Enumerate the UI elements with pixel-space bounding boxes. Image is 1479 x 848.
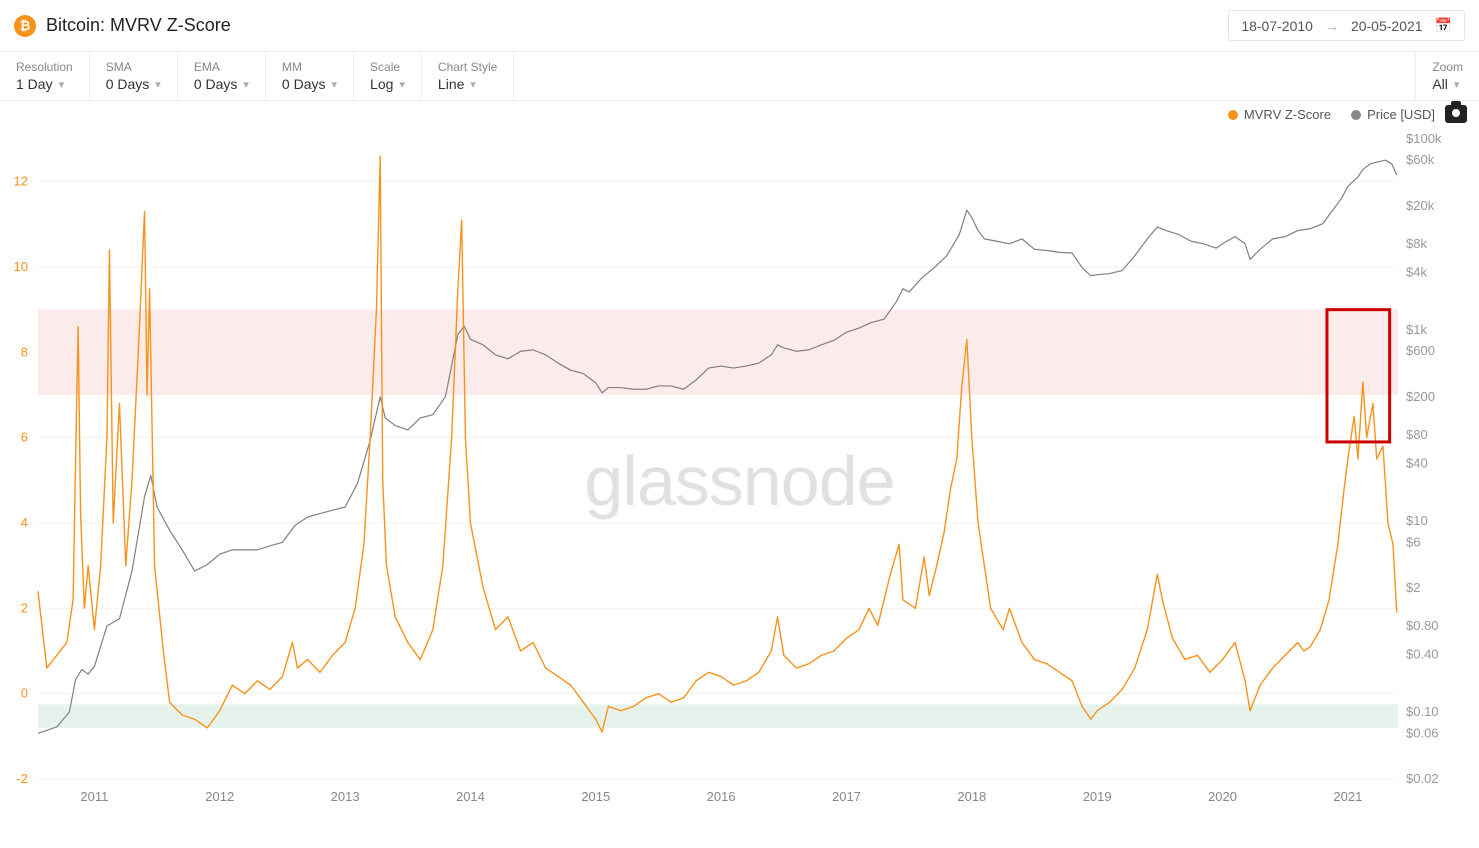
svg-text:$10: $10: [1406, 513, 1428, 528]
svg-text:$600: $600: [1406, 343, 1435, 358]
svg-text:2018: 2018: [957, 789, 986, 804]
svg-text:2016: 2016: [707, 789, 736, 804]
svg-text:$0.40: $0.40: [1406, 647, 1439, 662]
date-from: 18-07-2010: [1241, 18, 1313, 34]
svg-text:$4k: $4k: [1406, 265, 1427, 280]
ema-selector[interactable]: EMA 0 Days ▾: [178, 52, 266, 100]
tool-label: MM: [282, 60, 337, 74]
legend-price[interactable]: Price [USD]: [1351, 107, 1435, 122]
chart-svg[interactable]: -2 0 2 4 6 8 10 12 $100k $60k $20k $8k $4k $1k $600 $20…: [0, 129, 1479, 829]
toolbar-spacer: [514, 52, 1416, 100]
tool-label: SMA: [106, 60, 161, 74]
svg-text:2: 2: [21, 600, 28, 615]
svg-text:2019: 2019: [1083, 789, 1112, 804]
svg-text:$100k: $100k: [1406, 131, 1442, 146]
svg-text:$1k: $1k: [1406, 322, 1427, 337]
sma-selector[interactable]: SMA 0 Days ▾: [90, 52, 178, 100]
toolbar: Resolution 1 Day ▾ SMA 0 Days ▾ EMA 0 Days…: [0, 51, 1479, 101]
svg-text:0: 0: [21, 686, 28, 701]
svg-text:8: 8: [21, 344, 28, 359]
svg-text:2021: 2021: [1333, 789, 1362, 804]
legend-label: Price [USD]: [1367, 107, 1435, 122]
tool-label: Resolution: [16, 60, 73, 74]
bitcoin-icon: ₿: [14, 15, 36, 37]
tool-value: Log: [370, 76, 393, 92]
chevron-down-icon: ▾: [1454, 78, 1460, 91]
svg-text:2011: 2011: [80, 789, 108, 804]
svg-text:2013: 2013: [331, 789, 360, 804]
legend-dot-icon: [1351, 110, 1361, 120]
chart-legend: MVRV Z-Score Price [USD]: [1228, 107, 1435, 122]
chevron-down-icon: ▾: [399, 78, 405, 91]
date-range-picker[interactable]: 18-07-2010 → 20-05-2021 📅: [1228, 10, 1465, 41]
svg-text:-2: -2: [16, 771, 28, 786]
svg-text:4: 4: [21, 515, 28, 530]
svg-text:2015: 2015: [581, 789, 610, 804]
svg-text:$200: $200: [1406, 389, 1435, 404]
chevron-down-icon: ▾: [332, 78, 338, 91]
svg-text:$0.80: $0.80: [1406, 618, 1439, 633]
tool-label: Zoom: [1432, 60, 1463, 74]
svg-text:2017: 2017: [832, 789, 861, 804]
legend-label: MVRV Z-Score: [1244, 107, 1331, 122]
svg-text:$60k: $60k: [1406, 152, 1435, 167]
chevron-down-icon: ▾: [243, 78, 249, 91]
chevron-down-icon: ▾: [59, 78, 65, 91]
svg-text:2014: 2014: [456, 789, 485, 804]
svg-text:10: 10: [14, 259, 28, 274]
svg-text:$0.10: $0.10: [1406, 704, 1439, 719]
tool-value: 0 Days: [106, 76, 150, 92]
header-left: ₿ Bitcoin: MVRV Z-Score: [14, 15, 231, 37]
svg-text:$8k: $8k: [1406, 236, 1427, 251]
svg-text:$80: $80: [1406, 427, 1428, 442]
tool-value: 0 Days: [194, 76, 238, 92]
svg-text:12: 12: [14, 174, 28, 189]
style-selector[interactable]: Chart Style Line ▾: [422, 52, 514, 100]
chart-title: Bitcoin: MVRV Z-Score: [46, 15, 231, 36]
tool-value: 1 Day: [16, 76, 53, 92]
calendar-icon: 📅: [1435, 17, 1452, 34]
scale-selector[interactable]: Scale Log ▾: [354, 52, 422, 100]
svg-text:$6: $6: [1406, 534, 1420, 549]
svg-text:2020: 2020: [1208, 789, 1237, 804]
tool-value: All: [1432, 76, 1448, 92]
svg-text:2012: 2012: [205, 789, 234, 804]
tool-label: Scale: [370, 60, 405, 74]
svg-text:$0.06: $0.06: [1406, 725, 1439, 740]
zoom-selector[interactable]: Zoom All ▾: [1416, 52, 1479, 100]
tool-value: Line: [438, 76, 464, 92]
tool-label: Chart Style: [438, 60, 497, 74]
legend-dot-icon: [1228, 110, 1238, 120]
tool-label: EMA: [194, 60, 249, 74]
chevron-down-icon: ▾: [470, 78, 476, 91]
arrow-icon: →: [1325, 18, 1339, 34]
mm-selector[interactable]: MM 0 Days ▾: [266, 52, 354, 100]
legend-mvrv[interactable]: MVRV Z-Score: [1228, 107, 1331, 122]
chart-container: MVRV Z-Score Price [USD] glassnode -2024…: [0, 101, 1479, 831]
svg-text:$0.02: $0.02: [1406, 771, 1439, 786]
date-to: 20-05-2021: [1351, 18, 1423, 34]
camera-icon[interactable]: [1445, 105, 1467, 123]
resolution-selector[interactable]: Resolution 1 Day ▾: [0, 52, 90, 100]
svg-text:$40: $40: [1406, 456, 1428, 471]
chevron-down-icon: ▾: [155, 78, 161, 91]
svg-text:$2: $2: [1406, 580, 1420, 595]
tool-value: 0 Days: [282, 76, 326, 92]
header: ₿ Bitcoin: MVRV Z-Score 18-07-2010 → 20-…: [0, 0, 1479, 51]
svg-text:$20k: $20k: [1406, 198, 1435, 213]
svg-text:6: 6: [21, 430, 28, 445]
